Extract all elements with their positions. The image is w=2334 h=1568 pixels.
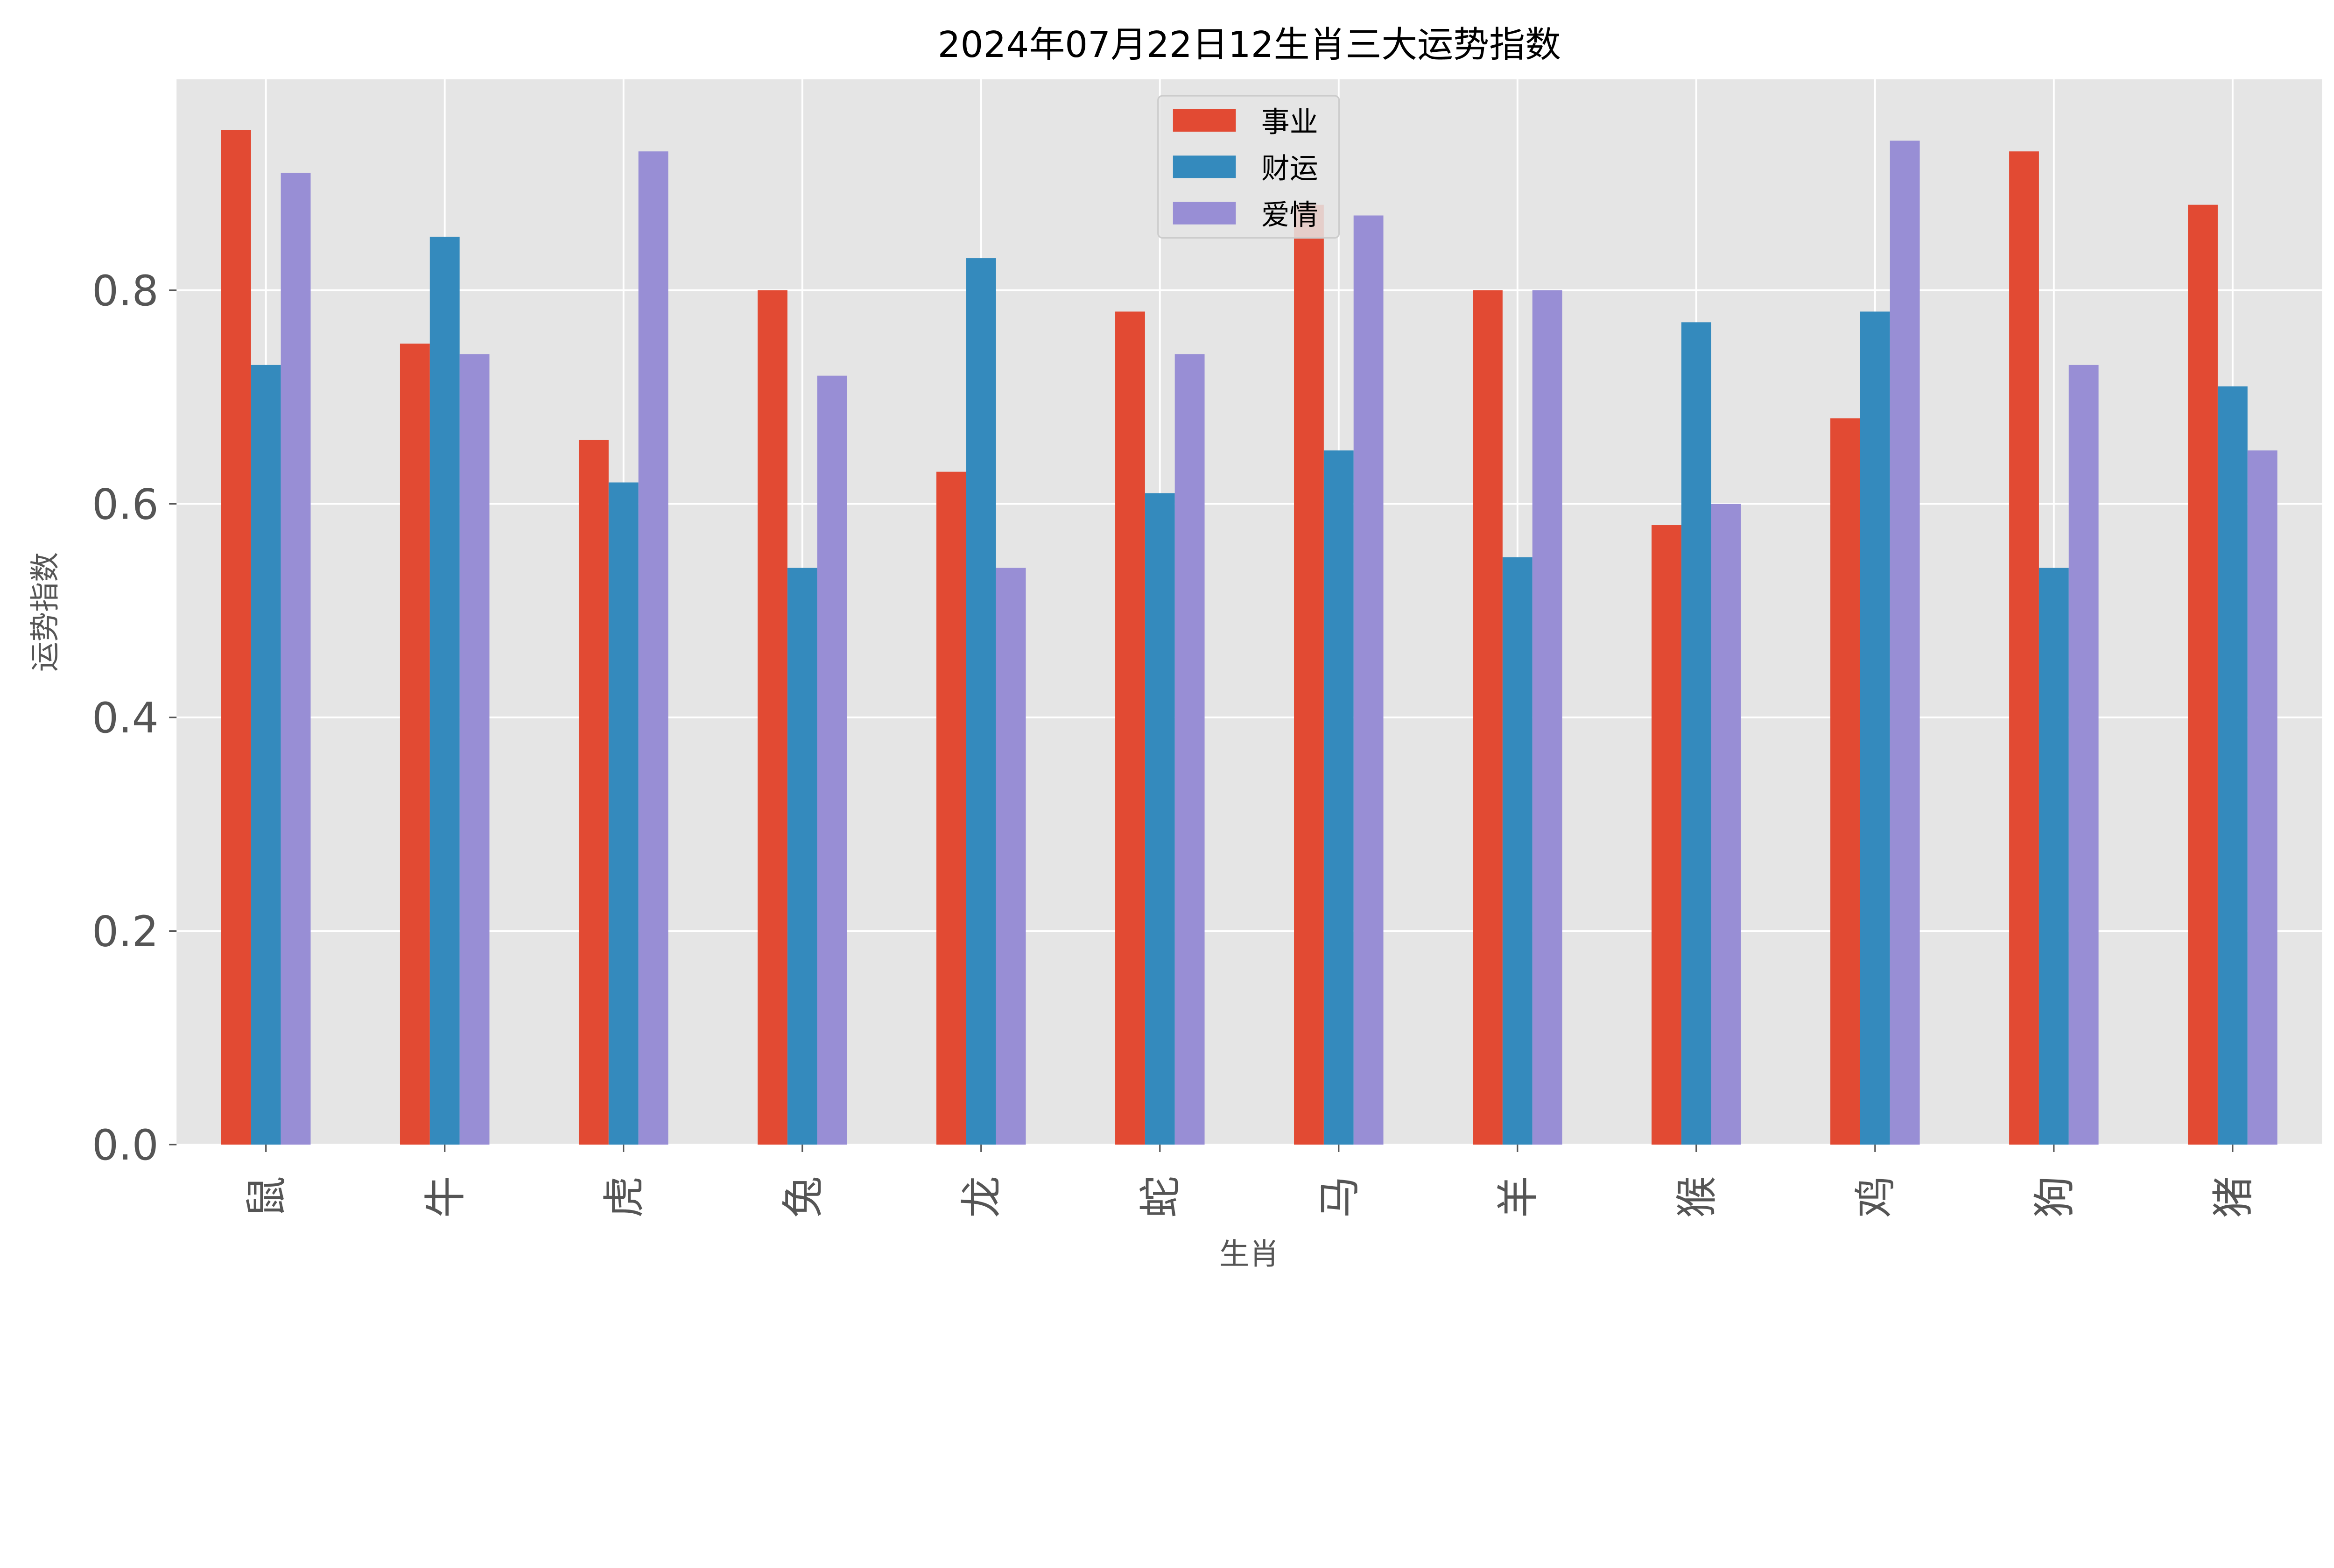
- bar-爱情-牛: [459, 354, 490, 1145]
- y-tick-label: 0.2: [92, 907, 159, 956]
- legend-label: 财运: [1261, 152, 1318, 185]
- x-tick-label: 鼠: [243, 1176, 291, 1218]
- y-tick-label: 0.0: [92, 1121, 159, 1170]
- bar-事业-猴: [1652, 525, 1681, 1145]
- y-tick-label: 0.6: [92, 480, 159, 529]
- bar-事业-鼠: [221, 130, 251, 1145]
- bar-财运-鸡: [1860, 311, 1890, 1145]
- bar-财运-羊: [1502, 557, 1533, 1145]
- x-tick-label: 鸡: [1852, 1176, 1900, 1218]
- x-tick-label: 牛: [422, 1176, 470, 1218]
- bar-爱情-蛇: [1174, 354, 1205, 1145]
- bar-爱情-猪: [2247, 450, 2278, 1145]
- bar-财运-牛: [429, 237, 460, 1145]
- bar-事业-马: [1294, 204, 1324, 1145]
- bar-财运-猴: [1681, 322, 1711, 1145]
- y-axis-label: 运势指数: [28, 552, 63, 672]
- x-tick-label: 龙: [958, 1176, 1006, 1218]
- bar-财运-蛇: [1145, 493, 1175, 1145]
- bar-财运-狗: [2039, 568, 2069, 1145]
- y-tick-label: 0.4: [92, 694, 159, 743]
- bar-事业-猪: [2188, 204, 2218, 1145]
- bar-事业-鸡: [1830, 418, 1860, 1145]
- x-tick-label: 兔: [779, 1176, 828, 1218]
- bar-爱情-马: [1353, 215, 1384, 1145]
- bar-事业-龙: [936, 471, 966, 1145]
- x-tick-label: 蛇: [1137, 1176, 1185, 1218]
- bar-chart: 0.0 0.2 0.4 0.6 0.8 鼠 牛 虎 兔 龙 蛇 马 羊 猴 鸡 狗 猪 2024年07月22日…: [28, 24, 2322, 1272]
- bar-事业-虎: [578, 439, 609, 1145]
- bar-爱情-龙: [996, 568, 1026, 1145]
- bar-爱情-狗: [2068, 365, 2099, 1145]
- chart-title: 2024年07月22日12生肖三大运势指数: [938, 24, 1561, 66]
- x-tick-label: 马: [1315, 1176, 1364, 1218]
- legend-label: 爱情: [1261, 198, 1318, 232]
- bar-财运-马: [1323, 450, 1354, 1145]
- bar-事业-羊: [1473, 290, 1503, 1145]
- bar-爱情-鸡: [1890, 141, 1920, 1145]
- bar-事业-狗: [2009, 151, 2039, 1145]
- bar-财运-虎: [608, 482, 639, 1145]
- bar-财运-兔: [787, 568, 817, 1145]
- x-tick-label: 狗: [2031, 1176, 2079, 1218]
- bar-事业-牛: [400, 344, 430, 1145]
- x-axis-label: 生肖: [1219, 1237, 1279, 1272]
- x-tick-label: 猴: [1673, 1176, 1722, 1218]
- bar-财运-鼠: [251, 365, 281, 1145]
- bar-爱情-羊: [1532, 290, 1562, 1145]
- y-tick-label: 0.8: [92, 267, 159, 316]
- bar-爱情-猴: [1711, 504, 1741, 1145]
- legend-swatch: [1173, 109, 1236, 132]
- x-tick-label: 羊: [1494, 1176, 1543, 1218]
- legend-label: 事业: [1261, 105, 1318, 139]
- bar-事业-兔: [757, 290, 787, 1145]
- legend-swatch: [1173, 202, 1236, 225]
- plot-background: [176, 79, 2322, 1145]
- x-tick-label: 虎: [600, 1176, 649, 1218]
- x-tick-label: 猪: [2209, 1176, 2258, 1218]
- bar-爱情-虎: [638, 151, 668, 1145]
- bar-事业-蛇: [1115, 311, 1145, 1145]
- bar-爱情-鼠: [281, 173, 311, 1145]
- bar-财运-龙: [966, 258, 996, 1145]
- bar-爱情-兔: [817, 375, 847, 1145]
- bar-财运-猪: [2217, 386, 2248, 1145]
- legend-swatch: [1173, 155, 1236, 178]
